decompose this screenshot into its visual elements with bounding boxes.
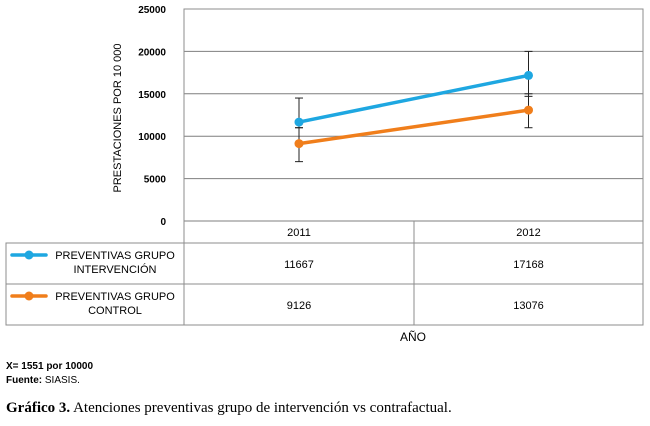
legend-label: CONTROL <box>88 305 142 317</box>
data-point <box>294 117 304 127</box>
x-tick-label: 2011 <box>287 227 311 239</box>
source-note: Fuente: SIASIS. <box>6 375 80 386</box>
gridlines <box>184 8 643 222</box>
series-line <box>297 108 531 146</box>
data-point <box>524 70 533 80</box>
y-axis-title: PRESTACIONES POR 10 000 <box>112 44 124 193</box>
y-tick-label: 15000 <box>138 90 166 101</box>
error-bars <box>295 50 533 163</box>
data-table-value: 11667 <box>284 259 314 271</box>
series-points <box>294 70 533 149</box>
data-table <box>5 8 644 326</box>
y-tick-label: 25000 <box>138 5 166 16</box>
legend-marker <box>24 250 34 260</box>
legend-marker <box>24 291 34 301</box>
data-point <box>294 139 304 149</box>
y-tick-label: 10000 <box>138 132 166 143</box>
legend-entries: PREVENTIVAS GRUPOINTERVENCIÓNPREVENTIVAS… <box>10 250 175 317</box>
y-tick-label: 0 <box>160 217 166 228</box>
y-tick-label: 20000 <box>138 47 166 58</box>
figure-caption: Gráfico 3. Atenciones preventivas grupo … <box>6 400 452 416</box>
legend-label: INTERVENCIÓN <box>74 263 157 276</box>
y-tick-labels: 0 5000 10000 15000 20000 25000 <box>138 5 166 228</box>
y-tick-label: 5000 <box>144 175 167 186</box>
legend-label: PREVENTIVAS GRUPO <box>55 291 175 303</box>
line-chart: 0 5000 10000 15000 20000 25000 PRESTACIONES P… <box>5 5 644 344</box>
data-table-values: 2011 2012 11667 17168 9126 13076 <box>284 227 544 312</box>
data-table-value: 17168 <box>513 259 544 271</box>
mean-note: X= 1551 por 10000 <box>6 361 94 372</box>
x-axis-title: AÑO <box>400 330 426 344</box>
series-lines <box>297 73 531 146</box>
legend-label: PREVENTIVAS GRUPO <box>55 250 175 262</box>
chart-notes: X= 1551 por 10000 Fuente: SIASIS. <box>6 360 93 388</box>
data-table-value: 9126 <box>287 300 311 312</box>
data-table-value: 13076 <box>513 300 544 312</box>
data-point <box>524 105 533 115</box>
x-tick-label: 2012 <box>516 227 540 239</box>
series-line <box>297 73 531 124</box>
